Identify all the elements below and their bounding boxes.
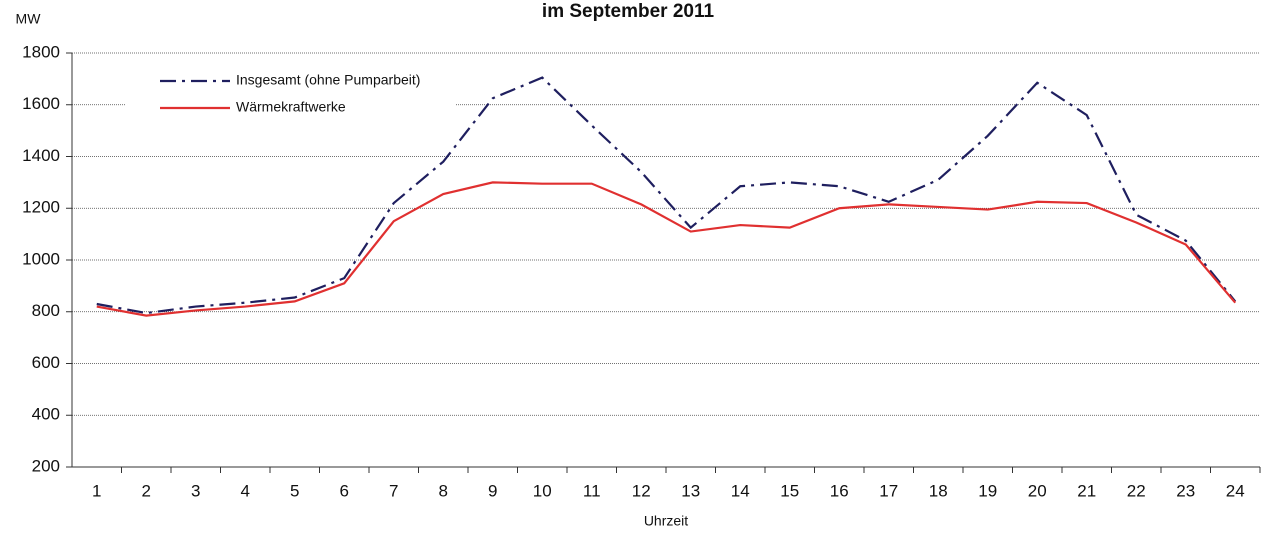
x-tick-label: 2: [142, 481, 151, 500]
legend-label: Wärmekraftwerke: [236, 99, 346, 115]
x-tick-label: 11: [583, 481, 601, 500]
chart-title: im September 2011: [542, 1, 715, 22]
x-tick-label: 12: [632, 481, 651, 500]
y-tick-label: 1400: [22, 146, 60, 165]
line-series: [96, 181, 1237, 317]
x-tick-label: 23: [1176, 481, 1195, 500]
x-tick-label: 20: [1028, 481, 1047, 500]
y-tick-label: 1800: [22, 42, 60, 61]
line-series: [96, 76, 1237, 315]
x-tick-label: 24: [1226, 481, 1245, 500]
x-tick-label: 10: [533, 481, 552, 500]
legend-box: [125, 68, 455, 120]
x-tick-label: 1: [92, 481, 101, 500]
y-tick-label: 200: [32, 456, 60, 475]
x-tick-label: 14: [731, 481, 750, 500]
y-axis-label: MW: [16, 11, 42, 27]
x-tick-label: 16: [830, 481, 849, 500]
x-tick-label: 21: [1077, 481, 1096, 500]
x-tick-label: 18: [929, 481, 948, 500]
x-tick-label: 8: [439, 481, 448, 500]
x-tick-label: 13: [681, 481, 700, 500]
y-tick-label: 800: [32, 301, 60, 320]
x-tick-label: 3: [191, 481, 200, 500]
x-tick-label: 17: [879, 481, 898, 500]
y-tick-label: 600: [32, 353, 60, 372]
y-tick-label: 400: [32, 405, 60, 424]
x-axis-label: Uhrzeit: [644, 513, 688, 529]
x-tick-label: 7: [389, 481, 398, 500]
x-tick-label: 6: [340, 481, 349, 500]
legend-label: Insgesamt (ohne Pumparbeit): [236, 72, 420, 88]
x-tick-label: 15: [780, 481, 799, 500]
x-tick-label: 4: [241, 481, 250, 500]
x-tick-label: 19: [978, 481, 997, 500]
y-tick-label: 1000: [22, 249, 60, 268]
y-tick-label: 1200: [22, 198, 60, 217]
x-tick-label: 5: [290, 481, 299, 500]
y-tick-label: 1600: [22, 94, 60, 113]
x-tick-label: 9: [488, 481, 497, 500]
x-tick-label: 22: [1127, 481, 1146, 500]
